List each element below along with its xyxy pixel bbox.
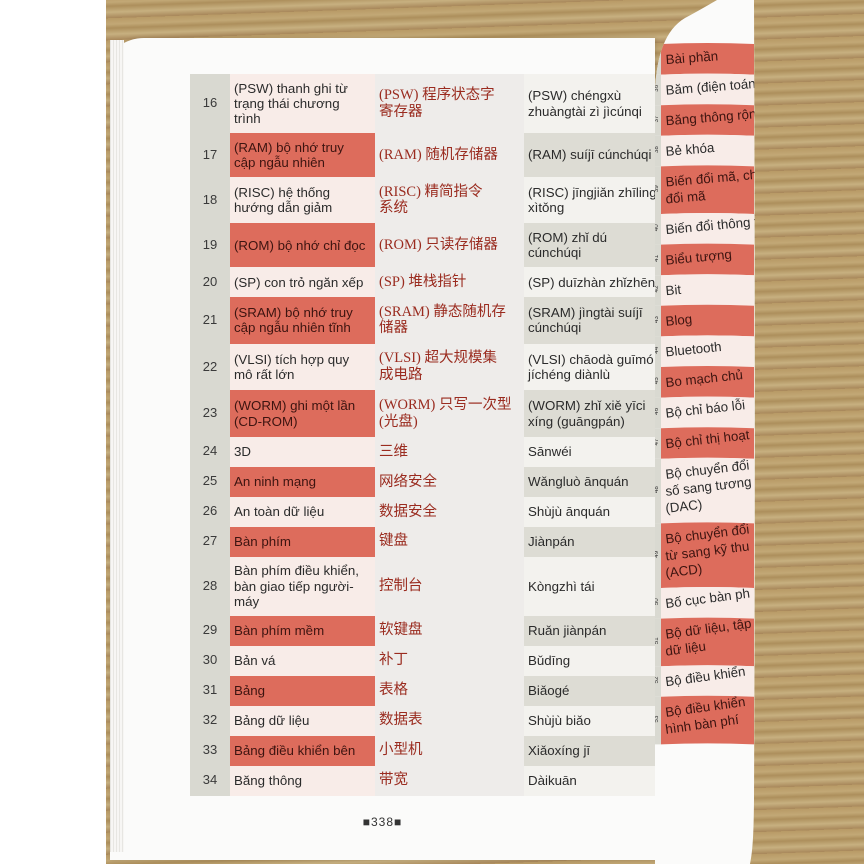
- svg-text:39: 39: [655, 185, 660, 193]
- svg-text:52: 52: [655, 676, 660, 684]
- svg-text:Blog: Blog: [665, 311, 693, 329]
- svg-text:42: 42: [655, 285, 660, 293]
- svg-text:44: 44: [655, 346, 660, 354]
- svg-text:50: 50: [655, 598, 660, 606]
- svg-text:41: 41: [655, 254, 660, 262]
- svg-text:35: 35: [655, 54, 660, 62]
- svg-text:38: 38: [655, 146, 660, 154]
- svg-text:40: 40: [655, 224, 660, 232]
- svg-text:46: 46: [655, 407, 660, 415]
- svg-text:49: 49: [655, 550, 660, 558]
- svg-text:43: 43: [655, 316, 660, 324]
- svg-text:48: 48: [655, 486, 660, 494]
- svg-text:51: 51: [655, 637, 660, 645]
- svg-text:53: 53: [655, 715, 660, 723]
- svg-text:Bit: Bit: [665, 282, 682, 298]
- svg-text:36: 36: [655, 84, 660, 92]
- svg-text:45: 45: [655, 377, 660, 385]
- svg-text:37: 37: [655, 115, 660, 123]
- svg-text:47: 47: [655, 438, 660, 446]
